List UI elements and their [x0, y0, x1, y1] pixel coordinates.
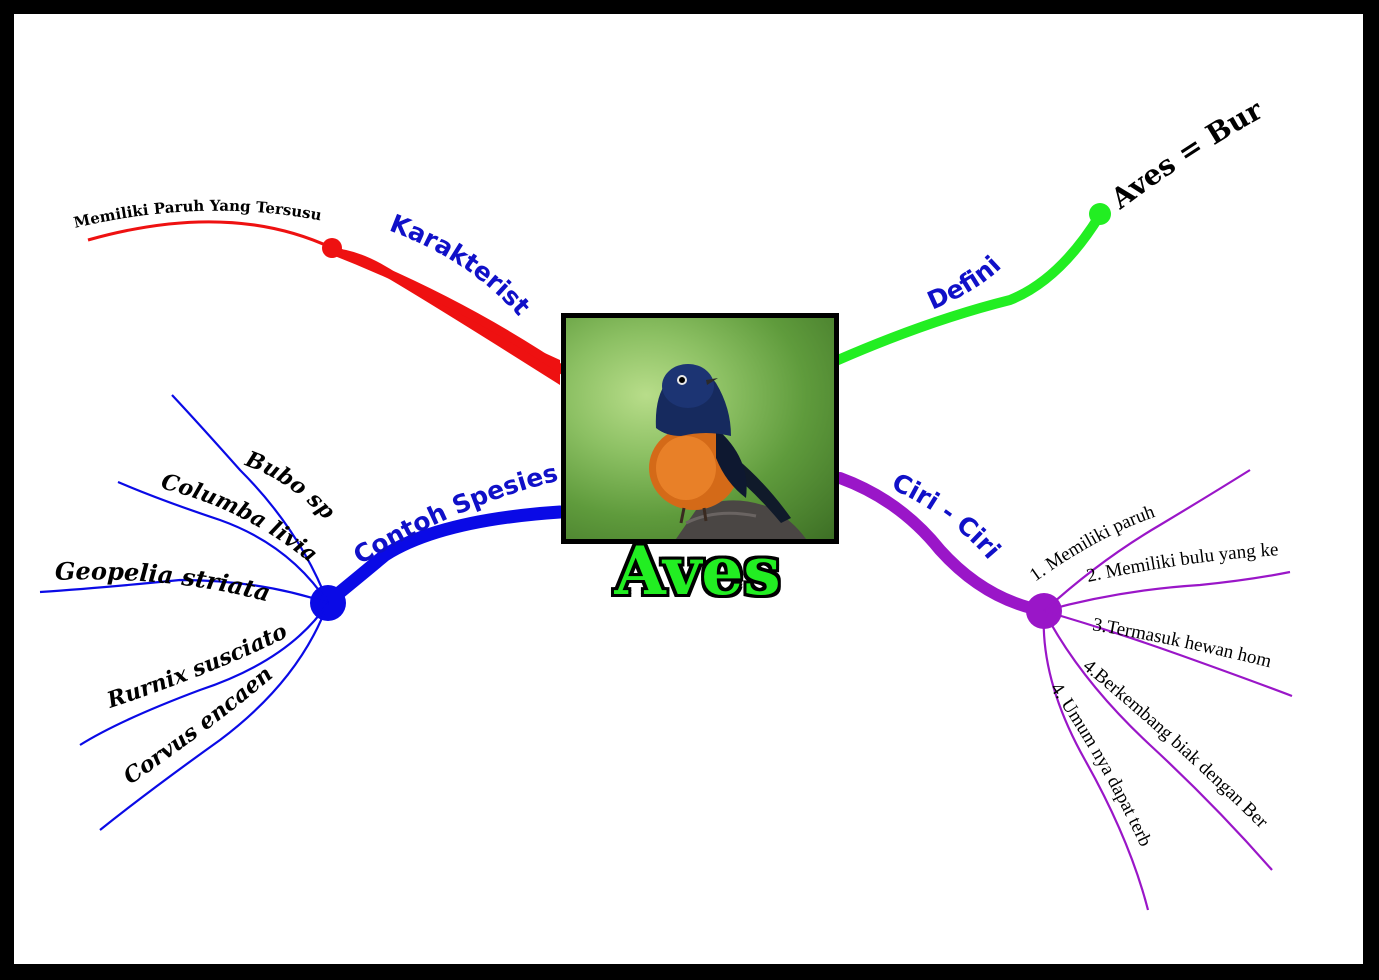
species-item-5: Corvus encaenca [0, 0, 278, 790]
species-item-3: Geopelia striata [55, 556, 274, 607]
definisi-branch-stroke [833, 210, 1105, 365]
karakteristik-item-1: Memiliki Paruh Yang Tersusun dari Zat Ta… [0, 0, 323, 232]
species-item-4: Rurnix susciator [0, 0, 291, 714]
karakteristik-branch-stroke [327, 245, 575, 380]
bird-illustration [649, 364, 806, 539]
karakteristik-label: Karakteristik [0, 0, 536, 321]
ciri-ciri-branch-stroke [834, 472, 1050, 617]
karakteristik-node [322, 238, 342, 258]
definisi-label: Definisi [0, 0, 1006, 315]
centre-title: Aves [614, 532, 781, 610]
karakteristik-item-line [87, 220, 333, 250]
definisi-node [1089, 203, 1111, 225]
bird-photo [561, 313, 839, 544]
species-lines [39, 394, 330, 831]
ciri-lines [1042, 469, 1293, 911]
contoh-spesies-branch-stroke [321, 505, 567, 609]
definisi-item-1: Aves = Burung [0, 0, 1269, 216]
